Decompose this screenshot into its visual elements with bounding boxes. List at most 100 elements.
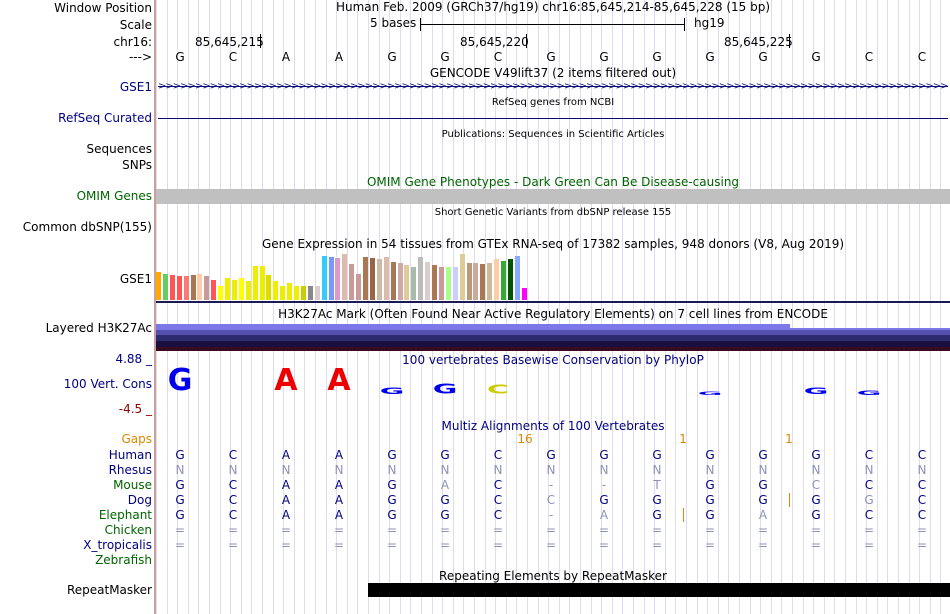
track-label-dbsnp[interactable]: Common dbSNP(155) <box>22 220 152 234</box>
gtex-bar[interactable] <box>383 257 389 300</box>
gtex-bar[interactable] <box>314 286 320 300</box>
multiz-title[interactable]: Multiz Alignments of 100 Vertebrates <box>441 419 665 433</box>
gtex-bar[interactable] <box>418 257 424 300</box>
gtex-bar[interactable] <box>218 286 224 300</box>
gtex-gene-line <box>156 301 950 303</box>
gtex-bar[interactable] <box>321 256 327 300</box>
repeat-title[interactable]: Repeating Elements by RepeatMasker <box>439 569 667 583</box>
gtex-bar[interactable] <box>452 267 458 300</box>
gtex-bar[interactable] <box>342 254 348 300</box>
multiz-species-label[interactable]: Elephant <box>98 508 152 522</box>
gtex-bar[interactable] <box>487 263 493 300</box>
track-label-refseq[interactable]: RefSeq Curated <box>58 111 152 125</box>
gtex-bar[interactable] <box>432 265 437 300</box>
gtex-bar[interactable] <box>169 275 175 300</box>
repeat-element-bar[interactable] <box>368 583 950 597</box>
gtex-bar[interactable] <box>480 264 486 300</box>
gtex-bar[interactable] <box>162 274 168 300</box>
gtex-bar[interactable] <box>245 281 251 300</box>
gtex-bar[interactable] <box>459 254 465 300</box>
gtex-bar[interactable] <box>266 275 272 300</box>
multiz-species-label[interactable]: X_tropicalis <box>83 538 152 552</box>
gtex-bar[interactable] <box>335 258 341 300</box>
gtex-bar[interactable] <box>183 276 189 300</box>
gtex-bar[interactable] <box>473 263 479 300</box>
refseq-title[interactable]: RefSeq genes from NCBI <box>491 97 615 108</box>
gtex-bar[interactable] <box>376 259 382 300</box>
gtex-bar[interactable] <box>425 262 431 300</box>
gtex-bar[interactable] <box>204 276 210 300</box>
multiz-base: = <box>333 523 345 537</box>
cons-logo-letter: G <box>167 363 193 398</box>
gtex-bar[interactable] <box>190 275 196 300</box>
gtex-bar[interactable] <box>252 266 258 300</box>
multiz-base: = <box>916 523 928 537</box>
track-label-repeatmasker[interactable]: RepeatMasker <box>66 583 152 597</box>
gtex-bar[interactable] <box>501 261 506 300</box>
multiz-base: A <box>281 448 291 462</box>
gtex-bar[interactable] <box>280 286 286 300</box>
multiz-base: = <box>227 523 239 537</box>
gtex-bar[interactable] <box>369 258 375 300</box>
gtex-bar[interactable] <box>287 283 293 300</box>
multiz-species-label[interactable]: Human <box>108 448 152 462</box>
gtex-bar[interactable] <box>494 259 500 300</box>
gtex-bar[interactable] <box>411 267 417 300</box>
track-label-gse1-gencode[interactable]: GSE1 <box>119 80 152 94</box>
track-label-sequences[interactable]: Sequences <box>86 142 152 156</box>
gtex-bar[interactable] <box>397 263 403 300</box>
gtex-bar[interactable] <box>438 267 444 300</box>
multiz-base: - <box>601 478 607 492</box>
gtex-bar[interactable] <box>514 256 520 300</box>
multiz-base: N <box>175 463 185 477</box>
multiz-species-label[interactable]: Chicken <box>104 523 152 537</box>
gtex-bar[interactable] <box>211 280 217 300</box>
track-label-omim[interactable]: OMIM Genes <box>76 189 152 203</box>
multiz-species-label[interactable]: Dog <box>127 493 152 507</box>
h3k27ac-layer-3 <box>156 335 950 341</box>
gtex-bar[interactable] <box>225 278 230 300</box>
gtex-bar[interactable] <box>156 272 161 300</box>
omim-title[interactable]: OMIM Gene Phenotypes - Dark Green Can Be… <box>366 175 740 189</box>
gtex-bar[interactable] <box>197 274 203 300</box>
multiz-species-label[interactable]: Mouse <box>113 478 152 492</box>
multiz-species-label[interactable]: Zebrafish <box>95 553 152 567</box>
gencode-title[interactable]: GENCODE V49lift37 (2 items filtered out) <box>429 66 677 80</box>
multiz-base: C <box>493 493 503 507</box>
gtex-bar[interactable] <box>445 267 451 300</box>
gtex-bar[interactable] <box>273 281 279 300</box>
h3k27ac-title[interactable]: H3K27Ac Mark (Often Found Near Active Re… <box>278 307 828 321</box>
gtex-bar[interactable] <box>390 262 396 300</box>
gtex-bar[interactable] <box>294 286 299 300</box>
gtex-bar[interactable] <box>307 286 313 300</box>
gtex-title[interactable]: Gene Expression in 54 tissues from GTEx … <box>261 237 845 251</box>
multiz-base: N <box>228 463 238 477</box>
track-label-gse1-gtex[interactable]: GSE1 <box>119 272 152 286</box>
gtex-bar[interactable] <box>466 263 472 300</box>
omim-gene-bar[interactable] <box>156 189 950 204</box>
track-label-snps[interactable]: SNPs <box>122 158 152 172</box>
gtex-bar[interactable] <box>300 286 306 300</box>
gtex-bar-chart[interactable] <box>156 252 536 300</box>
gtex-bar[interactable] <box>231 280 237 300</box>
gencode-gene-line[interactable] <box>158 86 948 87</box>
gtex-bar[interactable] <box>363 257 368 300</box>
gtex-bar[interactable] <box>356 274 362 300</box>
gtex-bar[interactable] <box>328 257 334 300</box>
gtex-bar[interactable] <box>238 278 244 300</box>
refseq-gene-line[interactable] <box>158 118 948 119</box>
track-label-h3k27ac[interactable]: Layered H3K27Ac <box>45 321 152 335</box>
gtex-bar[interactable] <box>259 266 265 300</box>
gtex-bar[interactable] <box>521 288 527 300</box>
publications-title[interactable]: Publications: Sequences in Scientific Ar… <box>441 129 665 140</box>
position-tick-3 <box>789 34 790 48</box>
gtex-bar[interactable] <box>349 264 355 300</box>
gtex-bar[interactable] <box>176 276 182 300</box>
gtex-bar[interactable] <box>507 259 513 300</box>
cons-title[interactable]: 100 vertebrates Basewise Conservation by… <box>402 353 704 367</box>
dbsnp-title[interactable]: Short Genetic Variants from dbSNP releas… <box>434 207 672 218</box>
gtex-bar[interactable] <box>404 265 410 300</box>
track-label-cons[interactable]: 100 Vert. Cons <box>63 377 152 391</box>
multiz-species-label[interactable]: Rhesus <box>108 463 152 477</box>
